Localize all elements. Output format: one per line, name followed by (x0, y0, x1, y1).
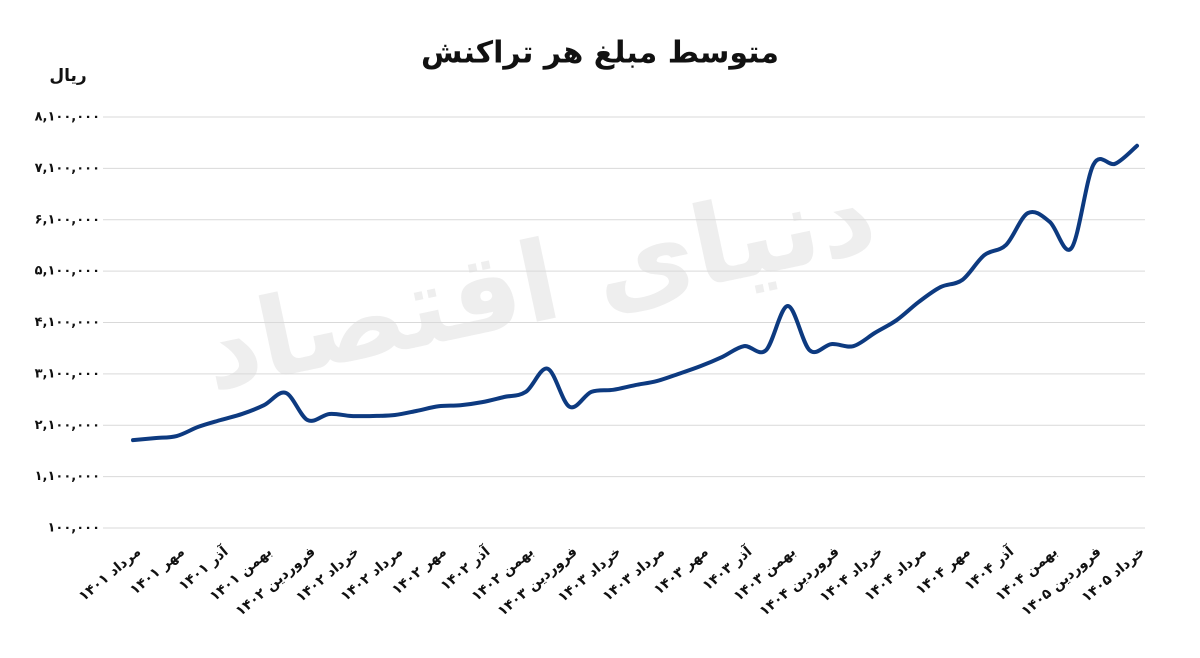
chart-title: متوسط مبلغ هر تراکنش (421, 36, 779, 71)
line (131, 143, 1139, 443)
y-tick-label: ۳,۱۰۰,۰۰۰ (35, 366, 100, 381)
y-tick-label: ۸,۱۰۰,۰۰۰ (35, 110, 100, 125)
y-tick-label: ۱۰۰,۰۰۰ (47, 521, 100, 536)
y-tick-label: ۲,۱۰۰,۰۰۰ (35, 418, 100, 433)
y-tick-label: ۶,۱۰۰,۰۰۰ (35, 212, 100, 227)
y-tick-label: ۱,۱۰۰,۰۰۰ (35, 469, 100, 484)
y-tick-label: ۷,۱۰۰,۰۰۰ (35, 161, 100, 176)
y-axis-label: ریال (49, 66, 86, 86)
y-tick-label: ۵,۱۰۰,۰۰۰ (35, 264, 100, 279)
y-tick-label: ۴,۱۰۰,۰۰۰ (35, 315, 100, 330)
